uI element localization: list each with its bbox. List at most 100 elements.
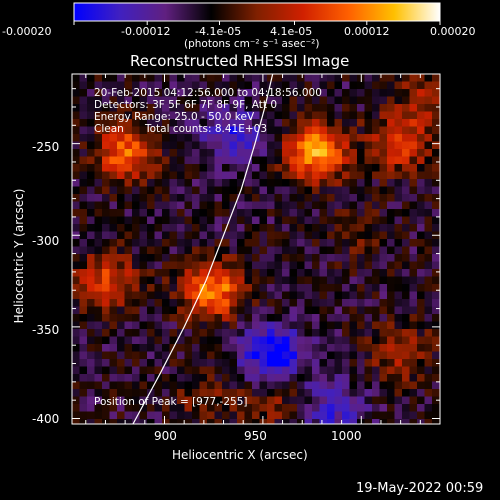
heatmap-cell xyxy=(289,351,298,360)
heatmap-cell xyxy=(289,141,298,150)
heatmap-cell xyxy=(139,261,148,270)
heatmap-cell xyxy=(379,209,388,218)
heatmap-cell xyxy=(132,89,141,98)
heatmap-cell xyxy=(379,299,388,308)
heatmap-cell xyxy=(154,209,163,218)
heatmap-cell xyxy=(282,299,291,308)
heatmap-cell xyxy=(349,299,358,308)
heatmap-cell xyxy=(214,186,223,195)
heatmap-cell xyxy=(342,156,351,165)
heatmap-cell xyxy=(237,149,246,158)
heatmap-cell xyxy=(154,194,163,203)
heatmap-cell xyxy=(154,276,163,285)
heatmap-cell xyxy=(424,194,433,203)
heatmap-cell xyxy=(319,396,328,405)
heatmap-cell xyxy=(87,336,96,345)
heatmap-cell xyxy=(94,411,103,420)
heatmap-cell xyxy=(184,104,193,113)
heatmap-cell xyxy=(117,284,126,293)
heatmap-cell xyxy=(79,276,88,285)
heatmap-cell xyxy=(409,164,418,173)
heatmap-cell xyxy=(394,336,403,345)
heatmap-cell xyxy=(379,389,388,398)
heatmap-cell xyxy=(94,126,103,135)
heatmap-cell xyxy=(439,261,440,270)
heatmap-cell xyxy=(252,126,261,135)
heatmap-cell xyxy=(169,104,178,113)
heatmap-cell xyxy=(102,396,111,405)
heatmap-cell xyxy=(424,126,433,135)
heatmap-cell xyxy=(274,231,283,240)
heatmap-cell xyxy=(327,314,336,323)
heatmap-cell xyxy=(432,96,440,105)
heatmap-cell xyxy=(417,104,426,113)
heatmap-cell xyxy=(102,134,111,143)
heatmap-cell xyxy=(297,231,306,240)
heatmap-cell xyxy=(222,171,231,180)
heatmap-cell xyxy=(402,156,411,165)
heatmap-cell xyxy=(394,321,403,330)
heatmap-cell xyxy=(304,291,313,300)
heatmap-cell xyxy=(154,186,163,195)
heatmap-cell xyxy=(394,314,403,323)
heatmap-cell xyxy=(357,89,366,98)
heatmap-cell xyxy=(162,246,171,255)
heatmap-cell xyxy=(117,306,126,315)
heatmap-cell xyxy=(282,186,291,195)
heatmap-cell xyxy=(304,119,313,128)
heatmap-cell xyxy=(207,81,216,90)
heatmap-cell xyxy=(417,149,426,158)
heatmap-cell xyxy=(252,164,261,173)
heatmap-cell xyxy=(79,351,88,360)
heatmap-cell xyxy=(244,231,253,240)
heatmap-cell xyxy=(229,119,238,128)
heatmap-cell xyxy=(304,321,313,330)
heatmap-cell xyxy=(154,111,163,120)
heatmap-cell xyxy=(222,134,231,143)
heatmap-cell xyxy=(87,306,96,315)
heatmap-cell xyxy=(154,381,163,390)
heatmap-cell xyxy=(432,164,440,173)
heatmap-cell xyxy=(364,344,373,353)
heatmap-cell xyxy=(87,269,96,278)
heatmap-cell xyxy=(244,171,253,180)
heatmap-cell xyxy=(229,374,238,383)
annotation-counts: Total counts: 8.41E+03 xyxy=(145,123,268,135)
heatmap-cell xyxy=(252,156,261,165)
heatmap-cell xyxy=(267,156,276,165)
heatmap-cell xyxy=(102,149,111,158)
heatmap-cell xyxy=(139,321,148,330)
heatmap-cell xyxy=(109,126,118,135)
heatmap-cell xyxy=(364,314,373,323)
heatmap-cell xyxy=(349,81,358,90)
heatmap-cell xyxy=(207,149,216,158)
heatmap-cell xyxy=(267,209,276,218)
heatmap-cell xyxy=(312,216,321,225)
heatmap-cell xyxy=(102,419,111,424)
heatmap-cell xyxy=(139,194,148,203)
heatmap-cell xyxy=(94,156,103,165)
heatmap-cell xyxy=(72,314,81,323)
heatmap-cell xyxy=(282,104,291,113)
heatmap-cell xyxy=(192,104,201,113)
heatmap-cell xyxy=(109,336,118,345)
heatmap-cell xyxy=(372,224,381,233)
heatmap-cell xyxy=(297,344,306,353)
heatmap-cell xyxy=(139,141,148,150)
heatmap-cell xyxy=(424,359,433,368)
heatmap-cell xyxy=(222,81,231,90)
heatmap-cell xyxy=(184,366,193,375)
heatmap-cell xyxy=(177,389,186,398)
heatmap-cell xyxy=(147,89,156,98)
heatmap-cell xyxy=(222,329,231,338)
heatmap-cell xyxy=(312,291,321,300)
heatmap-cell xyxy=(409,239,418,248)
heatmap-cell xyxy=(79,141,88,150)
heatmap-cell xyxy=(244,329,253,338)
heatmap-cell xyxy=(199,171,208,180)
heatmap-cell xyxy=(132,254,141,263)
heatmap-cell xyxy=(102,89,111,98)
heatmap-cell xyxy=(424,231,433,240)
heatmap-cell xyxy=(259,389,268,398)
heatmap-cell xyxy=(192,404,201,413)
